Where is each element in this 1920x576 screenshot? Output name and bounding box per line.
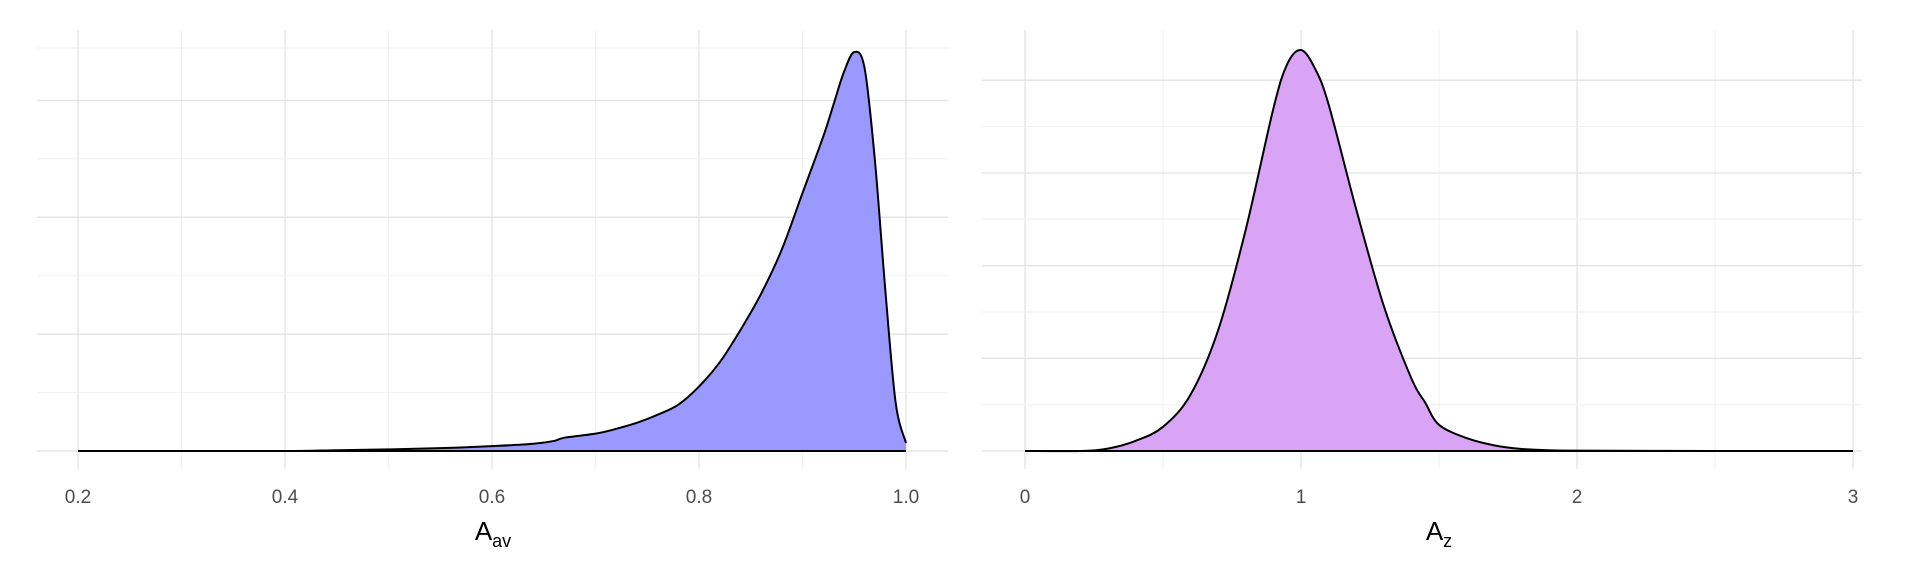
x-tick-label: 3 xyxy=(1848,487,1859,508)
panel-aav-density: 0.2 0.4 0.6 0.8 1.0 Aav xyxy=(37,30,948,551)
x-axis-title-az: Az xyxy=(1426,516,1452,551)
density-area-az xyxy=(1025,49,1853,452)
x-tick-label: 0 xyxy=(1020,487,1031,508)
x-tick-label: 2 xyxy=(1572,487,1583,508)
x-tick-label: 0.2 xyxy=(65,487,91,508)
density-curve-aav xyxy=(77,50,907,453)
x-tick-label: 1.0 xyxy=(893,487,919,508)
panel-az-density: 0 1 2 3 Az xyxy=(982,30,1862,551)
density-curve-az xyxy=(1024,49,1854,453)
x-axis-title-aav: Aav xyxy=(475,516,511,551)
x-tick-label: 0.4 xyxy=(272,487,299,508)
x-tick-label: 0.6 xyxy=(479,487,505,508)
x-tick-label: 0.8 xyxy=(686,487,712,508)
density-area-aav xyxy=(78,51,906,452)
x-tick-label: 1 xyxy=(1296,487,1307,508)
